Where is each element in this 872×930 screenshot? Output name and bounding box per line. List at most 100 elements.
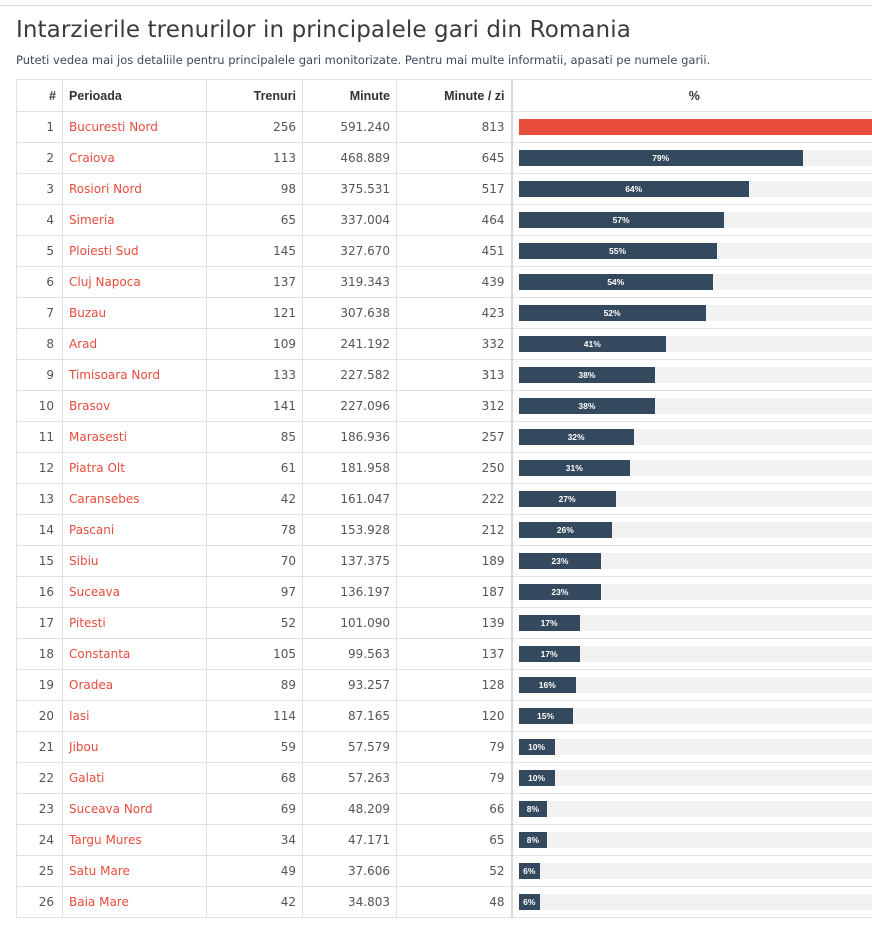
percent-bar-track: 10%	[518, 770, 872, 786]
cell-rank: 21	[16, 731, 63, 763]
header-minute-zi[interactable]: Minute / zi	[396, 79, 512, 112]
cell-percent: 54%	[510, 266, 872, 298]
cell-rank: 3	[16, 173, 63, 205]
cell-minute: 227.582	[302, 359, 397, 391]
table-row: 11 Marasesti 85 186.936 257 32%	[16, 421, 872, 453]
cell-minute-zi: 66	[396, 793, 512, 825]
station-link[interactable]: Suceava	[69, 585, 121, 599]
station-link[interactable]: Timisoara Nord	[69, 368, 161, 382]
percent-bar: 52%	[518, 305, 706, 321]
cell-percent: 6%	[510, 886, 872, 918]
cell-station: Baia Mare	[62, 886, 207, 918]
station-link[interactable]: Cluj Napoca	[69, 275, 141, 289]
table-row: 1 Bucuresti Nord 256 591.240 813	[16, 111, 872, 143]
cell-station: Caransebes	[62, 483, 207, 515]
cell-minute: 48.209	[302, 793, 397, 825]
percent-bar: 64%	[518, 181, 749, 197]
station-link[interactable]: Targu Mures	[69, 833, 142, 847]
station-link[interactable]: Buzau	[69, 306, 107, 320]
percent-bar: 27%	[518, 491, 616, 507]
header-percent[interactable]: %	[510, 79, 872, 112]
station-link[interactable]: Oradea	[69, 678, 114, 692]
station-link[interactable]: Arad	[69, 337, 98, 351]
percent-bar: 38%	[518, 367, 656, 383]
station-link[interactable]: Marasesti	[69, 430, 127, 444]
cell-minute: 591.240	[302, 111, 397, 143]
cell-station: Craiova	[62, 142, 207, 174]
station-link[interactable]: Bucuresti Nord	[69, 120, 158, 134]
header-name[interactable]: Perioada	[62, 79, 207, 112]
percent-bar: 26%	[518, 522, 613, 538]
station-link[interactable]: Piatra Olt	[69, 461, 125, 475]
percent-bar: 10%	[518, 739, 555, 755]
station-link[interactable]: Simeria	[69, 213, 115, 227]
station-link[interactable]: Satu Mare	[69, 864, 130, 878]
cell-trenuri: 59	[206, 731, 303, 763]
percent-bar: 41%	[518, 336, 667, 352]
cell-minute-zi: 212	[396, 514, 512, 546]
percent-bar-track: 41%	[518, 336, 872, 352]
cell-minute-zi: 128	[396, 669, 512, 701]
cell-station: Sibiu	[62, 545, 207, 577]
table-row: 4 Simeria 65 337.004 464 57%	[16, 204, 872, 236]
percent-bar: 8%	[518, 801, 548, 817]
cell-minute: 307.638	[302, 297, 397, 329]
station-link[interactable]: Galati	[69, 771, 105, 785]
station-link[interactable]: Suceava Nord	[69, 802, 153, 816]
cell-trenuri: 121	[206, 297, 303, 329]
percent-bar-track: 31%	[518, 460, 872, 476]
station-link[interactable]: Rosiori Nord	[69, 182, 142, 196]
cell-rank: 12	[16, 452, 63, 484]
station-link[interactable]: Sibiu	[69, 554, 99, 568]
percent-bar: 8%	[518, 832, 548, 848]
header-rank[interactable]: #	[16, 79, 63, 112]
cell-minute-zi: 120	[396, 700, 512, 732]
cell-station: Satu Mare	[62, 855, 207, 887]
cell-percent: 23%	[510, 576, 872, 608]
station-link[interactable]: Brasov	[69, 399, 111, 413]
top-divider	[0, 5, 872, 6]
cell-minute-zi: 313	[396, 359, 512, 391]
table-row: 23 Suceava Nord 69 48.209 66 8%	[16, 793, 872, 825]
header-minute[interactable]: Minute	[302, 79, 397, 112]
station-link[interactable]: Pitesti	[69, 616, 106, 630]
percent-bar-track: 17%	[518, 615, 872, 631]
cell-minute-zi: 813	[396, 111, 512, 143]
cell-minute-zi: 312	[396, 390, 512, 422]
cell-percent: 10%	[510, 762, 872, 794]
cell-minute: 327.670	[302, 235, 397, 267]
cell-percent: 31%	[510, 452, 872, 484]
station-link[interactable]: Caransebes	[69, 492, 140, 506]
station-link[interactable]: Ploiesti Sud	[69, 244, 139, 258]
station-link[interactable]: Iasi	[69, 709, 90, 723]
cell-minute: 37.606	[302, 855, 397, 887]
cell-rank: 11	[16, 421, 63, 453]
cell-trenuri: 256	[206, 111, 303, 143]
percent-bar-track: 23%	[518, 584, 872, 600]
cell-percent: 6%	[510, 855, 872, 887]
cell-percent: 26%	[510, 514, 872, 546]
station-link[interactable]: Craiova	[69, 151, 115, 165]
cell-station: Brasov	[62, 390, 207, 422]
cell-trenuri: 141	[206, 390, 303, 422]
station-link[interactable]: Constanta	[69, 647, 131, 661]
station-link[interactable]: Jibou	[69, 740, 99, 754]
table-row: 8 Arad 109 241.192 332 41%	[16, 328, 872, 360]
cell-trenuri: 97	[206, 576, 303, 608]
table-row: 13 Caransebes 42 161.047 222 27%	[16, 483, 872, 515]
station-link[interactable]: Pascani	[69, 523, 115, 537]
cell-station: Timisoara Nord	[62, 359, 207, 391]
percent-bar-track: 52%	[518, 305, 872, 321]
percent-bar: 17%	[518, 615, 580, 631]
cell-minute: 153.928	[302, 514, 397, 546]
station-link[interactable]: Baia Mare	[69, 895, 129, 909]
header-trenuri[interactable]: Trenuri	[206, 79, 303, 112]
percent-bar-track: 16%	[518, 677, 872, 693]
percent-bar: 79%	[518, 150, 803, 166]
cell-rank: 16	[16, 576, 63, 608]
percent-bar-track: 15%	[518, 708, 872, 724]
cell-minute: 47.171	[302, 824, 397, 856]
cell-minute: 34.803	[302, 886, 397, 918]
cell-rank: 22	[16, 762, 63, 794]
percent-bar-track: 10%	[518, 739, 872, 755]
